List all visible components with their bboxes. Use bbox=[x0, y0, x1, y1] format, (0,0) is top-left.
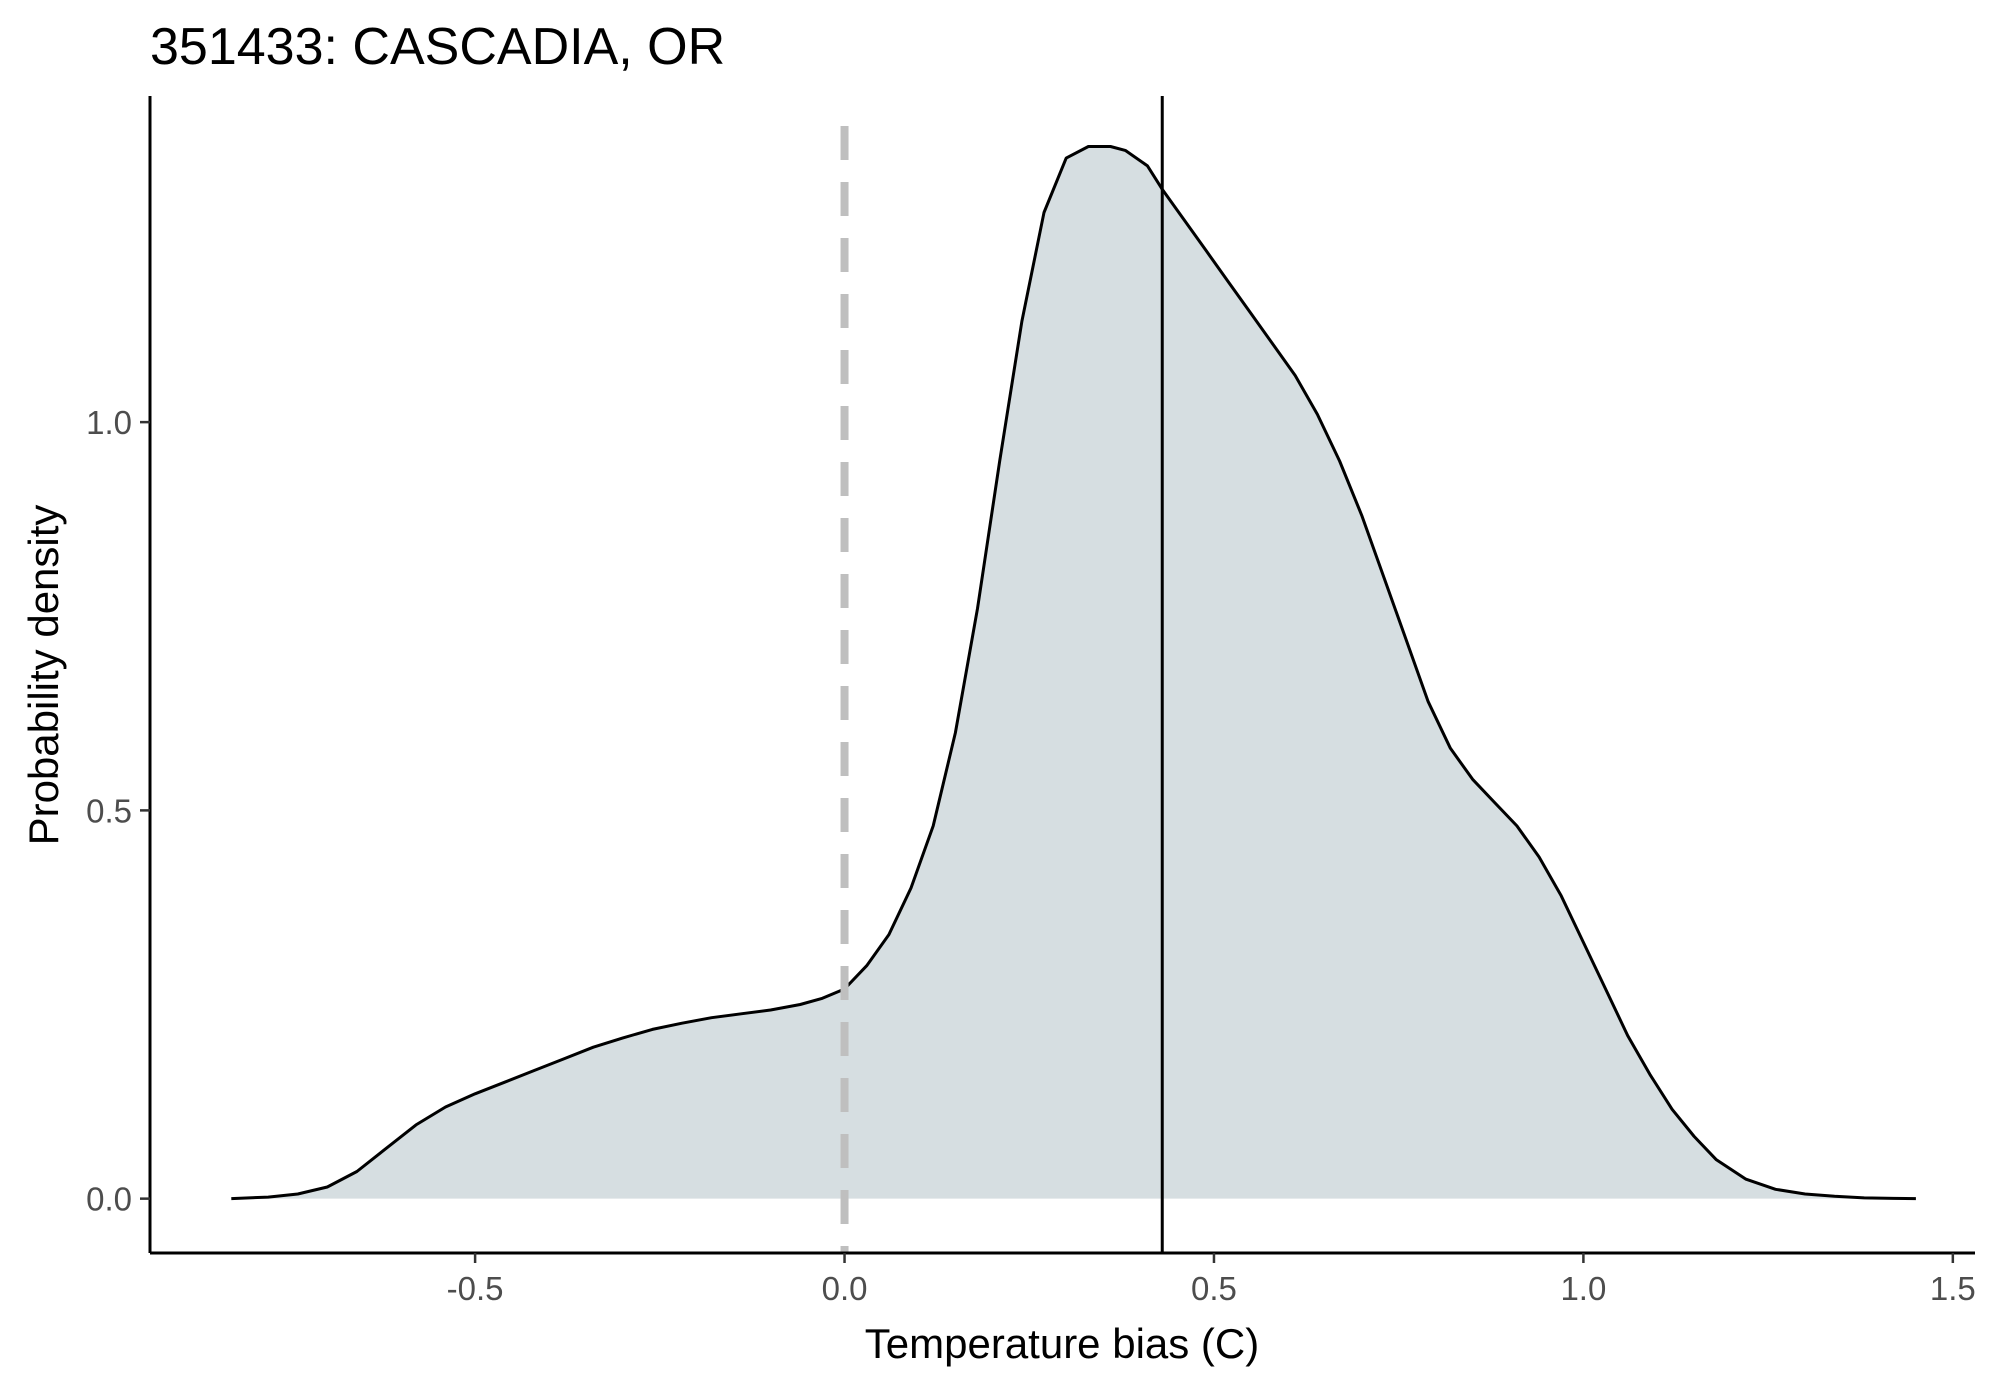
y-tick-label: 0.0 bbox=[86, 1181, 132, 1218]
x-axis-title: Temperature bias (C) bbox=[865, 1320, 1259, 1367]
x-axis: -0.5 0.0 0.5 1.0 1.5 bbox=[150, 1251, 1976, 1307]
x-tick-label: 0.5 bbox=[1191, 1270, 1237, 1307]
y-tick-label: 1.0 bbox=[86, 404, 132, 441]
y-axis: 0.0 0.5 1.0 bbox=[86, 96, 152, 1253]
y-axis-title: Probability density bbox=[20, 505, 67, 846]
x-tick-label: -0.5 bbox=[447, 1270, 504, 1307]
x-tick-label: 1.0 bbox=[1560, 1270, 1606, 1307]
density-curve bbox=[231, 145, 1916, 1201]
density-area bbox=[231, 146, 1916, 1199]
chart-title: 351433: CASCADIA, OR bbox=[150, 18, 725, 76]
y-tick-label: 0.5 bbox=[86, 792, 132, 829]
x-tick-label: 1.5 bbox=[1930, 1270, 1976, 1307]
plot-area bbox=[231, 96, 1916, 1253]
x-tick-label: 0.0 bbox=[822, 1270, 868, 1307]
